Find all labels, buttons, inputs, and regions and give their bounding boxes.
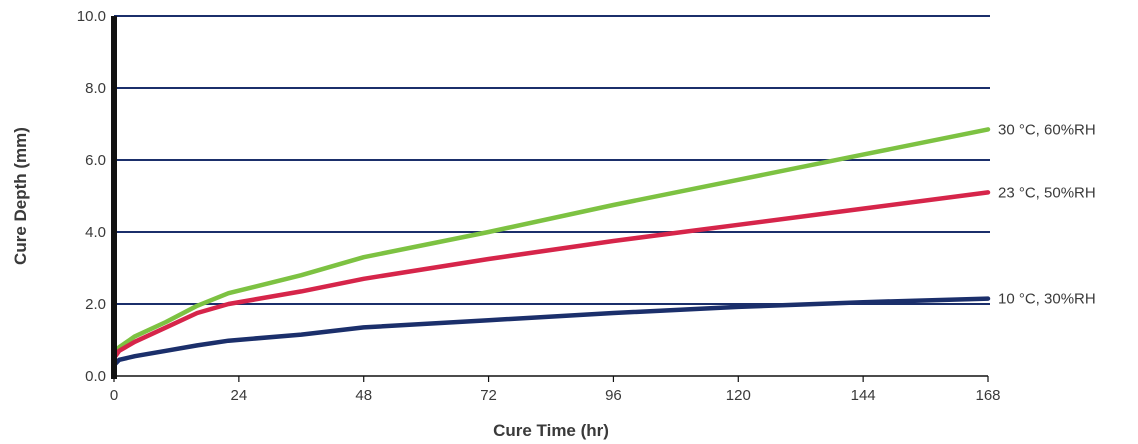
x-axis-title: Cure Time (hr) (493, 421, 609, 440)
y-tick-label: 10.0 (77, 8, 106, 25)
x-tick-label: 24 (231, 387, 248, 404)
y-axis-title: Cure Depth (mm) (11, 127, 30, 265)
grid-lines (114, 15, 990, 305)
series-lines (111, 127, 991, 368)
x-tick-label: 96 (605, 387, 622, 404)
y-tick-label: 8.0 (85, 80, 106, 97)
y-tick-label: 0.0 (85, 368, 106, 385)
y-tick-label: 4.0 (85, 224, 106, 241)
x-tick-label: 168 (975, 387, 1000, 404)
x-tick-label: 48 (355, 387, 372, 404)
x-tick-label: 72 (480, 387, 497, 404)
series-label: 23 °C, 50%RH (998, 184, 1096, 201)
series-label: 10 °C, 30%RH (998, 291, 1096, 308)
x-tick-label: 120 (726, 387, 751, 404)
series-line (111, 296, 991, 368)
series-labels: 30 °C, 60%RH 23 °C, 50%RH 10 °C, 30%RH (998, 121, 1096, 307)
x-tick-label: 0 (110, 387, 118, 404)
y-tick-label: 6.0 (85, 152, 106, 169)
y-tick-label: 2.0 (85, 296, 106, 313)
series-label: 30 °C, 60%RH (998, 121, 1096, 138)
series-line (111, 127, 991, 357)
x-tick-label: 144 (851, 387, 876, 404)
series-line (111, 190, 991, 361)
y-tick-labels: 0.0 2.0 4.0 6.0 8.0 10.0 (77, 8, 106, 385)
x-tick-labels: 0 24 48 72 96 120 144 168 (110, 376, 1001, 404)
